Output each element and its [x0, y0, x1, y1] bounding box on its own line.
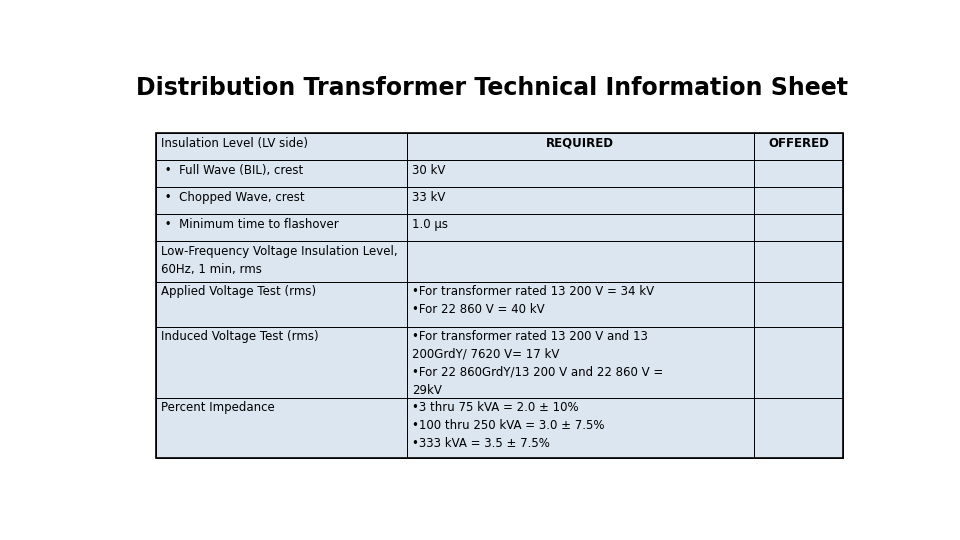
- Text: •For transformer rated 13 200 V = 34 kV
•For 22 860 V = 40 kV: •For transformer rated 13 200 V = 34 kV …: [412, 285, 654, 316]
- Bar: [407, 398, 754, 458]
- Text: •  Chopped Wave, crest: • Chopped Wave, crest: [161, 191, 304, 204]
- Bar: [754, 282, 843, 327]
- Bar: [407, 282, 754, 327]
- Bar: [156, 214, 407, 241]
- Bar: [156, 398, 407, 458]
- Bar: [156, 327, 407, 398]
- Bar: [407, 327, 754, 398]
- Text: Applied Voltage Test (rms): Applied Voltage Test (rms): [161, 285, 316, 298]
- Text: •  Minimum time to flashover: • Minimum time to flashover: [161, 218, 339, 231]
- Bar: [156, 187, 407, 214]
- Bar: [407, 214, 754, 241]
- Bar: [754, 327, 843, 398]
- Bar: [407, 241, 754, 282]
- Text: •For transformer rated 13 200 V and 13
200GrdY/ 7620 V= 17 kV
•For 22 860GrdY/13: •For transformer rated 13 200 V and 13 2…: [412, 330, 663, 397]
- Bar: [156, 241, 407, 282]
- Text: Low-Frequency Voltage Insulation Level,
60Hz, 1 min, rms: Low-Frequency Voltage Insulation Level, …: [161, 245, 397, 275]
- Bar: [754, 187, 843, 214]
- Bar: [156, 133, 407, 160]
- Bar: [754, 214, 843, 241]
- Bar: [754, 133, 843, 160]
- Bar: [754, 160, 843, 187]
- Bar: [754, 398, 843, 458]
- Text: REQUIRED: REQUIRED: [546, 137, 614, 150]
- Text: 33 kV: 33 kV: [412, 191, 445, 204]
- Bar: [156, 133, 843, 458]
- Text: Distribution Transformer Technical Information Sheet: Distribution Transformer Technical Infor…: [136, 76, 848, 100]
- Text: Percent Impedance: Percent Impedance: [161, 401, 275, 414]
- Bar: [407, 160, 754, 187]
- Text: •  Full Wave (BIL), crest: • Full Wave (BIL), crest: [161, 164, 303, 177]
- Bar: [754, 241, 843, 282]
- Bar: [156, 282, 407, 327]
- Text: 30 kV: 30 kV: [412, 164, 445, 177]
- Text: •3 thru 75 kVA = 2.0 ± 10%
•100 thru 250 kVA = 3.0 ± 7.5%
•333 kVA = 3.5 ± 7.5%: •3 thru 75 kVA = 2.0 ± 10% •100 thru 250…: [412, 401, 605, 450]
- Text: Induced Voltage Test (rms): Induced Voltage Test (rms): [161, 330, 319, 343]
- Text: OFFERED: OFFERED: [768, 137, 828, 150]
- Bar: [407, 187, 754, 214]
- Text: 1.0 μs: 1.0 μs: [412, 218, 448, 231]
- Text: Insulation Level (LV side): Insulation Level (LV side): [161, 137, 308, 150]
- Bar: [407, 133, 754, 160]
- Bar: [156, 160, 407, 187]
